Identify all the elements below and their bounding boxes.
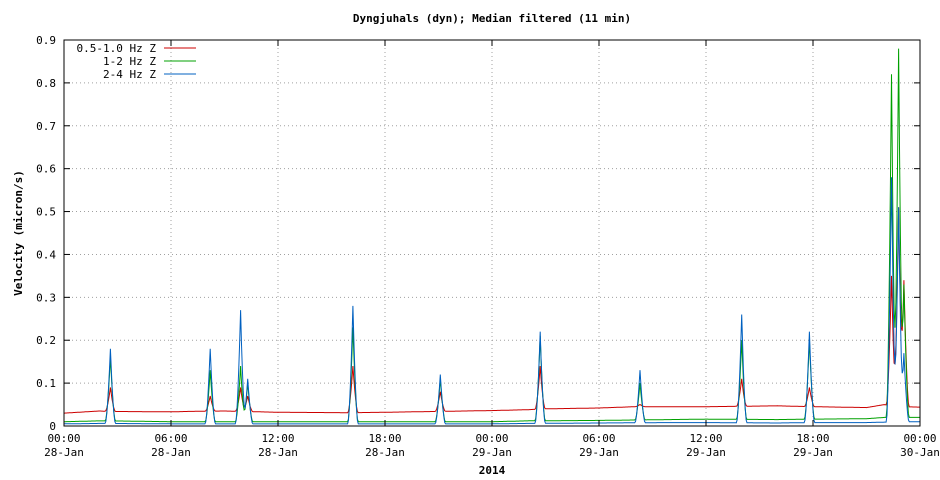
y-axis-label: Velocity (micron/s) [12, 170, 25, 296]
y-tick-label: 0.8 [36, 77, 56, 90]
y-tick-label: 0.1 [36, 377, 56, 390]
x-axis-label: 2014 [479, 464, 506, 477]
legend-label: 0.5-1.0 Hz Z [77, 42, 157, 55]
y-tick-label: 0.2 [36, 334, 56, 347]
y-tick-label: 0.3 [36, 291, 56, 304]
x-tick-time: 12:00 [689, 432, 722, 445]
x-tick-time: 06:00 [582, 432, 615, 445]
x-tick-time: 00:00 [47, 432, 80, 445]
x-tick-time: 00:00 [475, 432, 508, 445]
y-axis: 0 0.1 0.2 0.3 0.4 0.5 0.6 0.7 0.8 0.9 [36, 34, 920, 433]
x-tick-date: 28-Jan [44, 446, 84, 459]
x-tick-date: 28-Jan [151, 446, 191, 459]
grid [64, 40, 920, 426]
y-tick-label: 0.6 [36, 163, 56, 176]
x-tick-date: 29-Jan [793, 446, 833, 459]
x-tick-date: 30-Jan [900, 446, 940, 459]
x-tick-date: 28-Jan [365, 446, 405, 459]
x-tick-time: 18:00 [796, 432, 829, 445]
x-axis: 00:0028-Jan06:0028-Jan12:0028-Jan18:0028… [44, 40, 940, 459]
legend-label: 1-2 Hz Z [103, 55, 156, 68]
x-tick-date: 29-Jan [472, 446, 512, 459]
legend-label: 2-4 Hz Z [103, 68, 156, 81]
x-tick-time: 18:00 [368, 432, 401, 445]
y-tick-label: 0.9 [36, 34, 56, 47]
x-tick-time: 00:00 [903, 432, 936, 445]
y-tick-label: 0.4 [36, 248, 56, 261]
y-tick-label: 0.5 [36, 206, 56, 219]
x-tick-time: 06:00 [154, 432, 187, 445]
x-tick-date: 29-Jan [579, 446, 619, 459]
x-tick-date: 28-Jan [258, 446, 298, 459]
chart-title: Dyngjuhals (dyn); Median filtered (11 mi… [353, 12, 631, 25]
x-tick-date: 29-Jan [686, 446, 726, 459]
y-tick-label: 0 [49, 420, 56, 433]
y-tick-label: 0.7 [36, 120, 56, 133]
x-tick-time: 12:00 [261, 432, 294, 445]
legend: 0.5-1.0 Hz Z1-2 Hz Z2-4 Hz Z [77, 42, 196, 81]
